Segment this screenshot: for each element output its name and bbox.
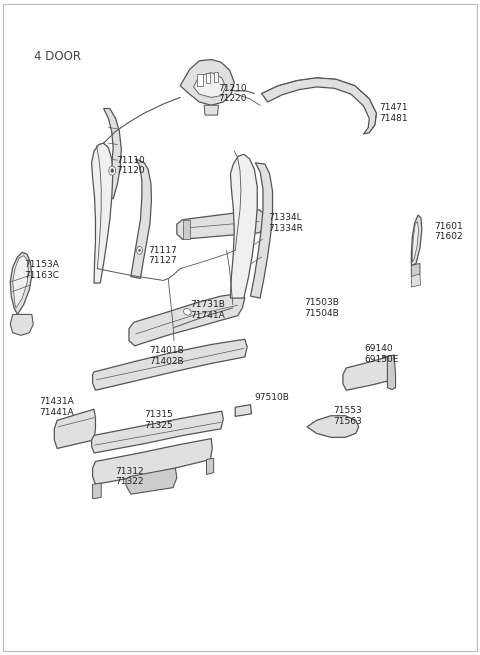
Polygon shape	[177, 210, 266, 239]
Text: 71312
71322: 71312 71322	[116, 466, 144, 487]
Circle shape	[139, 249, 141, 252]
Polygon shape	[129, 293, 245, 346]
Polygon shape	[92, 411, 223, 453]
Polygon shape	[235, 405, 252, 417]
Polygon shape	[251, 163, 273, 298]
Polygon shape	[54, 409, 96, 449]
Polygon shape	[411, 274, 420, 287]
Polygon shape	[411, 215, 422, 265]
Text: 71431A
71441A: 71431A 71441A	[39, 398, 74, 417]
Polygon shape	[104, 109, 121, 198]
Polygon shape	[180, 60, 234, 105]
Polygon shape	[93, 439, 212, 484]
Polygon shape	[412, 221, 419, 262]
Polygon shape	[307, 416, 359, 438]
Text: 71315
71325: 71315 71325	[144, 411, 173, 430]
Polygon shape	[384, 355, 396, 390]
Polygon shape	[214, 72, 218, 83]
Polygon shape	[10, 314, 33, 335]
Polygon shape	[126, 468, 177, 494]
Polygon shape	[197, 74, 203, 86]
Polygon shape	[205, 73, 210, 83]
Text: 71117
71127: 71117 71127	[148, 246, 177, 265]
Text: 97510B: 97510B	[254, 393, 289, 402]
Polygon shape	[204, 105, 218, 115]
Text: 71153A
71163C: 71153A 71163C	[24, 260, 60, 280]
Polygon shape	[131, 159, 152, 278]
Polygon shape	[411, 263, 420, 276]
Text: 69140
69150E: 69140 69150E	[364, 344, 399, 364]
Circle shape	[109, 166, 116, 175]
Circle shape	[111, 169, 114, 173]
Text: 71471
71481: 71471 71481	[379, 103, 408, 123]
Text: 71503B
71504B: 71503B 71504B	[305, 298, 339, 318]
Text: 4 DOOR: 4 DOOR	[34, 50, 81, 63]
Circle shape	[137, 246, 143, 254]
Polygon shape	[93, 483, 101, 498]
Polygon shape	[206, 458, 214, 475]
Text: 71110
71120: 71110 71120	[117, 155, 145, 176]
Text: 71334L
71334R: 71334L 71334R	[269, 213, 303, 233]
Polygon shape	[182, 219, 190, 239]
Polygon shape	[193, 73, 226, 98]
Text: 71731B
71741A: 71731B 71741A	[190, 300, 225, 320]
Ellipse shape	[183, 309, 191, 315]
Polygon shape	[93, 339, 247, 390]
Text: 71401B
71402B: 71401B 71402B	[149, 346, 184, 366]
Text: 71210
71220: 71210 71220	[218, 84, 247, 103]
Polygon shape	[230, 155, 257, 298]
Text: 71553
71563: 71553 71563	[333, 406, 362, 426]
Polygon shape	[10, 252, 32, 314]
Polygon shape	[12, 255, 28, 308]
Polygon shape	[343, 357, 391, 390]
Polygon shape	[92, 143, 113, 283]
Polygon shape	[262, 78, 376, 134]
Text: 71601
71602: 71601 71602	[434, 221, 463, 241]
